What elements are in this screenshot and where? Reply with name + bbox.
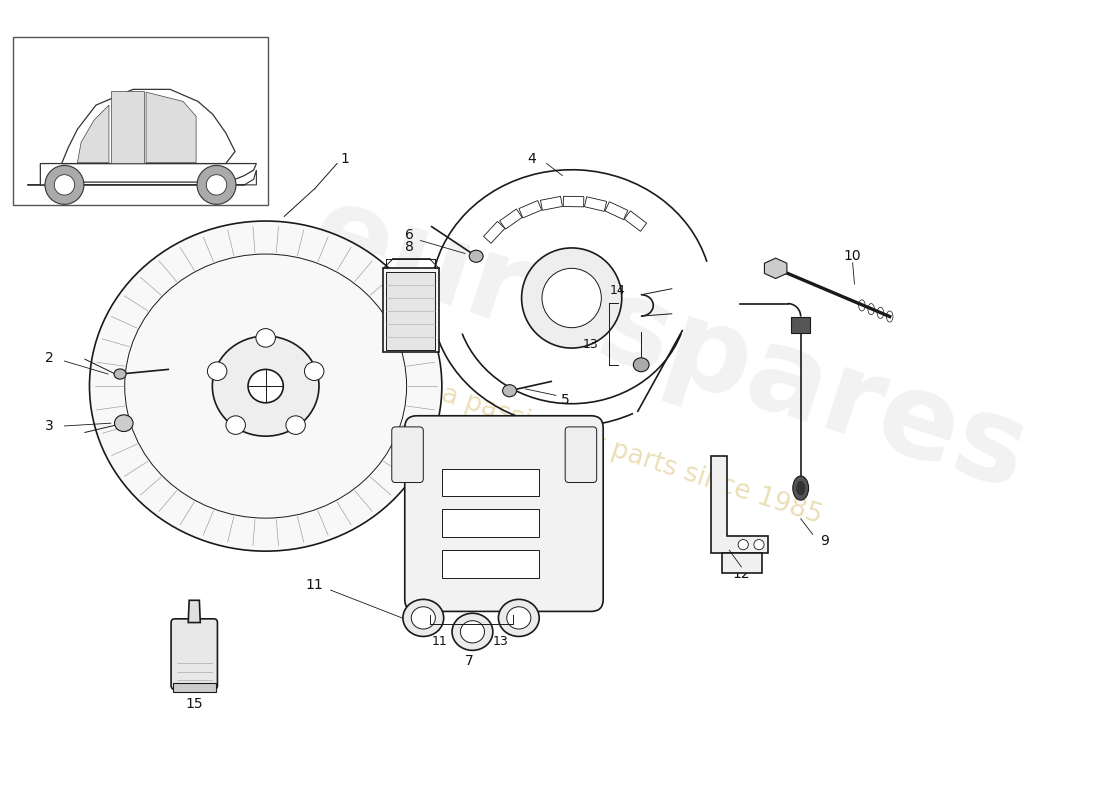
Text: 5: 5 bbox=[561, 393, 570, 407]
Bar bbox=[12, 37, 267, 206]
Text: 15: 15 bbox=[186, 697, 204, 711]
Polygon shape bbox=[764, 258, 786, 278]
Ellipse shape bbox=[470, 250, 483, 262]
Polygon shape bbox=[111, 91, 144, 162]
Polygon shape bbox=[28, 170, 256, 185]
Polygon shape bbox=[584, 197, 606, 211]
Polygon shape bbox=[605, 202, 628, 219]
Ellipse shape bbox=[507, 606, 531, 629]
Circle shape bbox=[45, 166, 84, 204]
Polygon shape bbox=[188, 600, 200, 622]
Circle shape bbox=[207, 174, 227, 195]
Ellipse shape bbox=[89, 221, 442, 551]
Ellipse shape bbox=[403, 599, 443, 637]
FancyBboxPatch shape bbox=[172, 619, 218, 690]
Text: 13: 13 bbox=[582, 338, 598, 351]
Text: eurospares: eurospares bbox=[297, 174, 1042, 514]
Polygon shape bbox=[540, 196, 562, 210]
Polygon shape bbox=[62, 90, 235, 163]
Text: 12: 12 bbox=[733, 567, 750, 582]
Polygon shape bbox=[146, 92, 196, 162]
Polygon shape bbox=[711, 456, 768, 553]
Bar bbox=[442, 469, 539, 497]
Ellipse shape bbox=[452, 614, 493, 650]
Text: 2: 2 bbox=[45, 351, 54, 366]
Polygon shape bbox=[41, 163, 256, 185]
Ellipse shape bbox=[634, 358, 649, 372]
Circle shape bbox=[754, 539, 764, 550]
Polygon shape bbox=[519, 201, 541, 218]
Bar bbox=[791, 317, 810, 334]
Ellipse shape bbox=[226, 416, 245, 434]
Text: 10: 10 bbox=[844, 250, 861, 263]
Bar bbox=[173, 683, 216, 692]
Circle shape bbox=[197, 166, 236, 204]
Circle shape bbox=[54, 174, 75, 195]
Text: 4: 4 bbox=[527, 152, 536, 166]
Ellipse shape bbox=[793, 476, 808, 500]
Bar bbox=[442, 510, 539, 538]
Text: 8: 8 bbox=[405, 240, 414, 254]
Text: 12: 12 bbox=[462, 634, 477, 647]
Polygon shape bbox=[384, 268, 439, 352]
Circle shape bbox=[521, 248, 622, 348]
Ellipse shape bbox=[461, 621, 484, 643]
Text: 9: 9 bbox=[821, 534, 829, 548]
Ellipse shape bbox=[286, 416, 306, 434]
Ellipse shape bbox=[503, 385, 517, 397]
Polygon shape bbox=[386, 272, 436, 350]
Ellipse shape bbox=[498, 599, 539, 637]
Text: 11: 11 bbox=[306, 578, 323, 593]
Text: 6: 6 bbox=[405, 228, 414, 242]
Ellipse shape bbox=[114, 369, 126, 379]
Text: 13: 13 bbox=[493, 634, 508, 647]
Text: 7: 7 bbox=[465, 654, 474, 669]
FancyBboxPatch shape bbox=[392, 427, 424, 482]
Polygon shape bbox=[484, 222, 505, 243]
Ellipse shape bbox=[124, 254, 407, 518]
Polygon shape bbox=[499, 209, 522, 229]
Ellipse shape bbox=[411, 606, 436, 629]
Ellipse shape bbox=[114, 415, 133, 431]
Ellipse shape bbox=[212, 336, 319, 436]
Polygon shape bbox=[722, 553, 762, 574]
FancyBboxPatch shape bbox=[565, 427, 596, 482]
Bar bbox=[442, 550, 539, 578]
Text: 1: 1 bbox=[340, 152, 349, 166]
Text: 14: 14 bbox=[610, 284, 626, 297]
Circle shape bbox=[738, 539, 748, 550]
Ellipse shape bbox=[305, 362, 323, 381]
Text: 3: 3 bbox=[45, 419, 54, 433]
Ellipse shape bbox=[208, 362, 227, 381]
Text: 11: 11 bbox=[431, 634, 447, 647]
Polygon shape bbox=[77, 105, 109, 162]
Polygon shape bbox=[624, 211, 647, 231]
Ellipse shape bbox=[256, 329, 275, 347]
Polygon shape bbox=[563, 196, 584, 207]
Text: a passion for parts since 1985: a passion for parts since 1985 bbox=[438, 382, 826, 530]
Ellipse shape bbox=[248, 370, 284, 402]
FancyBboxPatch shape bbox=[405, 416, 603, 611]
Ellipse shape bbox=[796, 481, 805, 495]
Circle shape bbox=[542, 268, 602, 328]
